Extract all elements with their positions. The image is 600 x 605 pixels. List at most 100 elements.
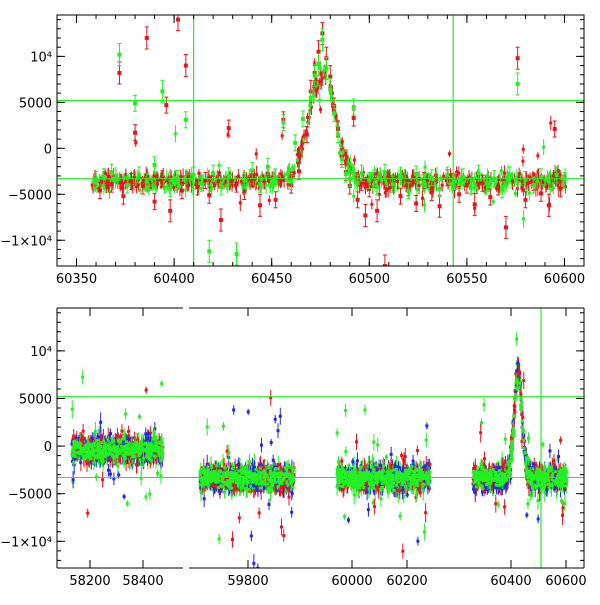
data-point bbox=[296, 158, 299, 161]
y-tick-label: 5000 bbox=[19, 96, 52, 111]
data-point bbox=[375, 172, 378, 175]
data-point bbox=[127, 430, 130, 433]
data-point bbox=[291, 166, 294, 169]
data-point bbox=[545, 185, 548, 188]
data-point bbox=[377, 175, 380, 178]
data-point bbox=[356, 198, 360, 202]
data-point bbox=[522, 148, 525, 151]
data-point bbox=[139, 189, 142, 192]
data-point bbox=[174, 132, 177, 135]
data-point bbox=[86, 512, 89, 515]
data-point bbox=[203, 497, 206, 500]
data-point bbox=[218, 537, 221, 540]
data-point bbox=[315, 89, 318, 92]
data-point bbox=[492, 200, 495, 203]
data-point bbox=[552, 175, 555, 178]
data-point bbox=[353, 159, 356, 162]
data-point bbox=[500, 188, 504, 192]
data-point bbox=[110, 182, 114, 186]
data-point bbox=[227, 451, 230, 454]
data-point bbox=[231, 538, 234, 541]
data-point bbox=[117, 71, 121, 75]
data-point bbox=[91, 437, 94, 440]
data-point bbox=[168, 209, 172, 213]
data-point bbox=[380, 179, 383, 182]
data-point bbox=[153, 200, 157, 204]
data-point bbox=[218, 171, 221, 174]
data-point bbox=[481, 181, 485, 185]
data-point bbox=[313, 94, 316, 97]
data-point bbox=[238, 516, 241, 519]
data-point bbox=[114, 174, 117, 177]
data-point bbox=[313, 74, 317, 78]
data-point bbox=[477, 171, 481, 175]
data-point bbox=[180, 189, 184, 193]
data-point bbox=[129, 179, 133, 183]
data-point bbox=[117, 53, 121, 57]
data-point bbox=[306, 116, 309, 119]
data-point bbox=[305, 133, 309, 137]
data-point bbox=[168, 187, 172, 191]
data-point bbox=[488, 195, 492, 199]
data-point bbox=[133, 131, 137, 135]
x-tick-label: 60500 bbox=[349, 272, 390, 287]
data-point bbox=[521, 180, 524, 183]
data-point bbox=[154, 185, 157, 188]
data-point bbox=[319, 67, 322, 70]
data-point bbox=[255, 152, 258, 155]
data-point bbox=[465, 183, 469, 187]
data-point bbox=[217, 180, 220, 183]
data-point bbox=[279, 415, 282, 418]
data-point bbox=[116, 434, 119, 437]
data-point bbox=[555, 173, 559, 177]
data-point bbox=[319, 108, 322, 111]
data-point bbox=[500, 169, 503, 172]
data-point bbox=[508, 173, 512, 177]
data-point bbox=[338, 152, 341, 155]
data-point bbox=[457, 171, 460, 174]
data-point bbox=[120, 430, 123, 433]
data-point bbox=[240, 180, 243, 183]
data-point bbox=[99, 421, 102, 424]
data-point bbox=[475, 186, 478, 189]
data-point bbox=[384, 191, 387, 194]
data-point bbox=[445, 173, 449, 177]
data-point bbox=[239, 201, 242, 204]
data-point bbox=[385, 182, 388, 185]
data-point bbox=[283, 173, 286, 176]
data-point bbox=[484, 181, 488, 185]
data-point bbox=[223, 491, 226, 494]
data-point bbox=[274, 198, 278, 202]
data-point bbox=[344, 172, 348, 176]
data-point bbox=[187, 184, 190, 187]
data-point bbox=[430, 190, 434, 194]
data-point bbox=[148, 493, 151, 496]
data-point bbox=[163, 187, 166, 190]
data-point bbox=[218, 164, 221, 167]
data-point bbox=[448, 152, 451, 155]
data-point bbox=[423, 166, 426, 169]
data-point bbox=[200, 490, 203, 493]
data-point bbox=[375, 185, 379, 189]
data-point bbox=[98, 189, 102, 193]
data-point bbox=[260, 444, 263, 447]
data-point bbox=[137, 173, 141, 177]
data-point bbox=[159, 474, 162, 477]
data-point bbox=[235, 182, 239, 186]
data-point bbox=[516, 181, 519, 184]
data-point bbox=[197, 172, 200, 175]
data-point bbox=[117, 473, 120, 476]
data-point bbox=[125, 183, 129, 187]
data-point bbox=[363, 213, 367, 217]
x-tick-label: 60400 bbox=[153, 272, 194, 287]
data-point bbox=[426, 179, 429, 182]
data-point bbox=[123, 462, 126, 465]
x-tick-label: 60350 bbox=[56, 272, 97, 287]
data-point bbox=[301, 117, 305, 121]
plot-area-bottom bbox=[57, 308, 584, 573]
data-point bbox=[164, 103, 168, 107]
data-point bbox=[268, 503, 271, 506]
data-point bbox=[287, 169, 290, 172]
y-tick-label: 0 bbox=[44, 142, 52, 157]
data-point bbox=[133, 101, 137, 105]
